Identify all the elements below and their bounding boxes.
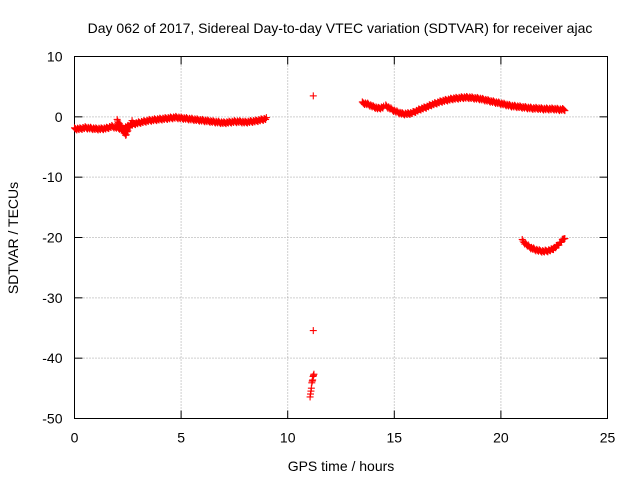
y-tick-label: -30 — [42, 290, 62, 306]
x-tick-label: 10 — [280, 430, 296, 446]
x-tick-label: 20 — [493, 430, 509, 446]
data-point — [309, 92, 317, 100]
data-points — [71, 92, 569, 401]
chart-title: Day 062 of 2017, Sidereal Day-to-day VTE… — [88, 20, 593, 36]
x-tick-label: 15 — [387, 430, 403, 446]
y-tick-label: -50 — [42, 411, 62, 427]
data-point — [262, 114, 270, 122]
data-point — [561, 235, 569, 243]
y-tick-label: -40 — [42, 350, 62, 366]
y-tick-label: 0 — [55, 109, 63, 125]
x-axis-title: GPS time / hours — [288, 458, 395, 474]
y-tick-label: 10 — [47, 49, 63, 65]
data-point — [559, 105, 567, 113]
x-tick-label: 0 — [71, 430, 79, 446]
data-point — [561, 107, 569, 115]
y-tick-label: -10 — [42, 169, 62, 185]
data-point — [560, 106, 568, 114]
data-point — [518, 235, 526, 243]
x-tick-label: 5 — [177, 430, 185, 446]
axis-ticks: 0 5 10 15 20 25 -50 -40 -30 -20 -10 0 10 — [42, 49, 615, 446]
y-tick-label: -20 — [42, 230, 62, 246]
grid — [74, 56, 608, 419]
data-point — [309, 327, 317, 335]
y-axis-title: SDTVAR / TECUs — [5, 182, 21, 294]
x-tick-label: 25 — [600, 430, 616, 446]
data-point — [128, 117, 136, 125]
data-point — [310, 370, 318, 378]
